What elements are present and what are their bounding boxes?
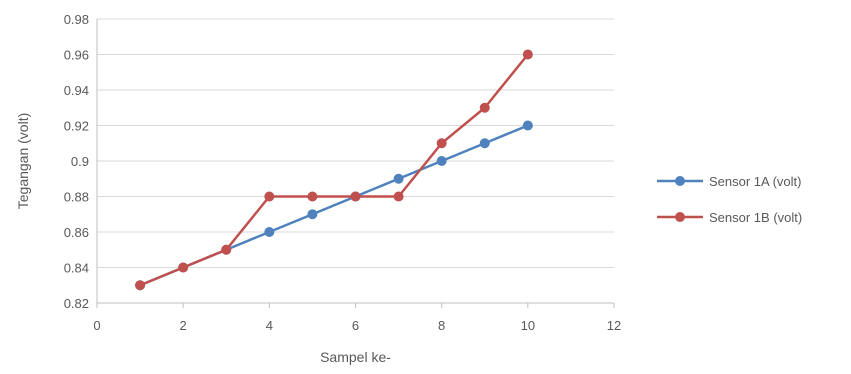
series-2 [135,49,533,291]
data-point [264,191,275,202]
x-tick-label: 12 [607,318,621,333]
data-point [479,102,490,113]
data-point [393,173,404,184]
data-point [479,138,490,149]
data-point [221,244,232,255]
x-tick-label: 2 [180,318,187,333]
legend-label: Sensor 1A (volt) [709,174,802,189]
axes [96,19,615,308]
gridlines [97,18,614,268]
y-tick-label: 0.84 [64,261,89,276]
x-tick-label: 0 [93,318,100,333]
data-point [393,191,404,202]
y-tick-label: 0.88 [64,190,89,205]
data-point [135,280,146,291]
series-layer [135,49,533,291]
x-tick-label: 8 [438,318,445,333]
legend-marker [675,212,685,222]
y-tick-label: 0.9 [71,154,89,169]
y-tick-label: 0.92 [64,119,89,134]
y-tick-label: 0.94 [64,83,89,98]
legend: Sensor 1A (volt) Sensor 1B (volt) [657,174,802,225]
y-tick-label: 0.82 [64,296,89,311]
data-point [307,209,318,220]
x-tick-label: 6 [352,318,359,333]
legend-item: Sensor 1A (volt) [657,174,802,189]
data-point [522,120,533,131]
x-axis-title: Sampel ke- [320,349,391,365]
y-tick-labels: 0.82 0.84 0.86 0.88 0.9 0.92 0.94 0.96 0.98 [64,12,89,311]
legend-item: Sensor 1B (volt) [657,210,802,225]
series-1 [135,120,533,291]
data-point [522,49,533,60]
y-tick-label: 0.98 [64,12,89,27]
x-tick-labels: 0 2 4 6 8 10 12 [93,318,621,333]
legend-label: Sensor 1B (volt) [709,210,802,225]
data-point [178,262,189,273]
x-tick-label: 4 [266,318,273,333]
y-tick-label: 0.96 [64,48,89,63]
y-axis-title: Tegangan (volt) [15,113,31,210]
x-tick-label: 10 [521,318,535,333]
legend-marker [675,176,685,186]
data-point [264,227,275,237]
y-tick-label: 0.86 [64,225,89,240]
series-line [139,53,529,287]
data-point [436,156,447,166]
data-point [350,191,361,202]
data-point [436,138,447,149]
data-point [307,191,318,202]
